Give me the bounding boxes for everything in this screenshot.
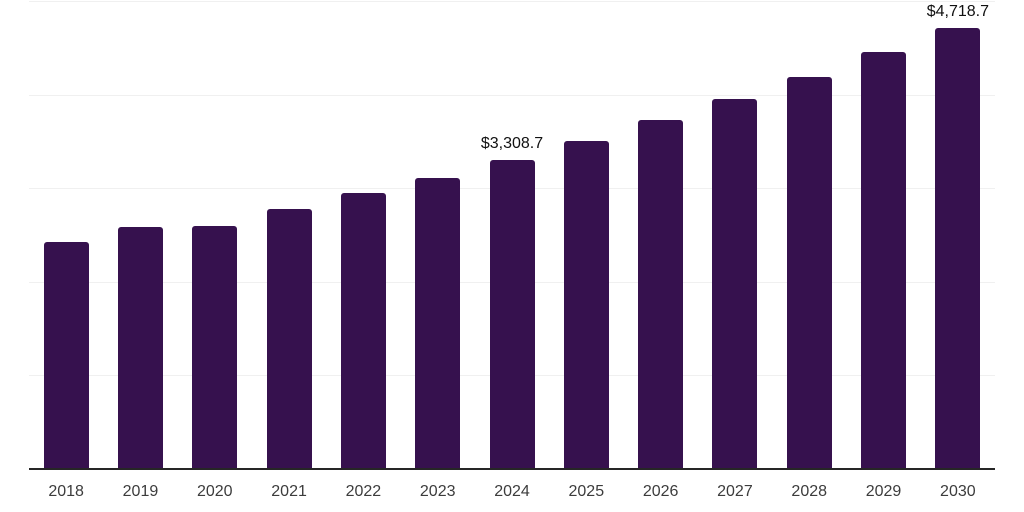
bar-2020 [192, 225, 238, 470]
x-axis-label-2022: 2022 [345, 483, 382, 500]
bar-2024 [489, 160, 535, 470]
x-axis-label-2024: 2024 [494, 483, 530, 500]
x-axis-label-2028: 2028 [791, 483, 828, 500]
bar-2026 [638, 120, 684, 470]
bar-2028 [786, 76, 832, 470]
bar-2025 [563, 141, 609, 470]
gridline-4000 [29, 95, 995, 96]
bar-2018 [43, 242, 89, 470]
value-label-2024: $3,308.7 [480, 135, 544, 153]
value-label-2030: $4,718.7 [926, 3, 989, 21]
x-axis-label-2018: 2018 [48, 483, 84, 500]
bar-2019 [117, 227, 163, 470]
x-axis-label-2025: 2025 [568, 483, 605, 500]
x-axis-label-2026: 2026 [642, 483, 679, 500]
x-axis-label-2020: 2020 [196, 483, 233, 500]
plot-area: $3,308.7 $4,718.7 [29, 0, 995, 470]
x-axis-line [29, 468, 995, 470]
x-axis-label-2019: 2019 [122, 483, 159, 500]
x-axis-label-2021: 2021 [271, 483, 307, 500]
bar-2021 [266, 209, 312, 470]
bar-2030 [935, 28, 981, 470]
bar-2027 [712, 98, 758, 470]
bar-2023 [415, 177, 461, 470]
x-axis: 2018 2019 2020 2021 2022 2023 2024 2025 2026 2027… [29, 483, 995, 503]
x-axis-label-2030: 2030 [940, 483, 976, 500]
bar-2029 [861, 51, 907, 470]
gridline-5000 [29, 1, 995, 2]
x-axis-label-2023: 2023 [419, 483, 456, 500]
x-axis-label-2029: 2029 [865, 483, 902, 500]
x-axis-label-2027: 2027 [717, 483, 753, 500]
bar-2022 [340, 193, 386, 470]
